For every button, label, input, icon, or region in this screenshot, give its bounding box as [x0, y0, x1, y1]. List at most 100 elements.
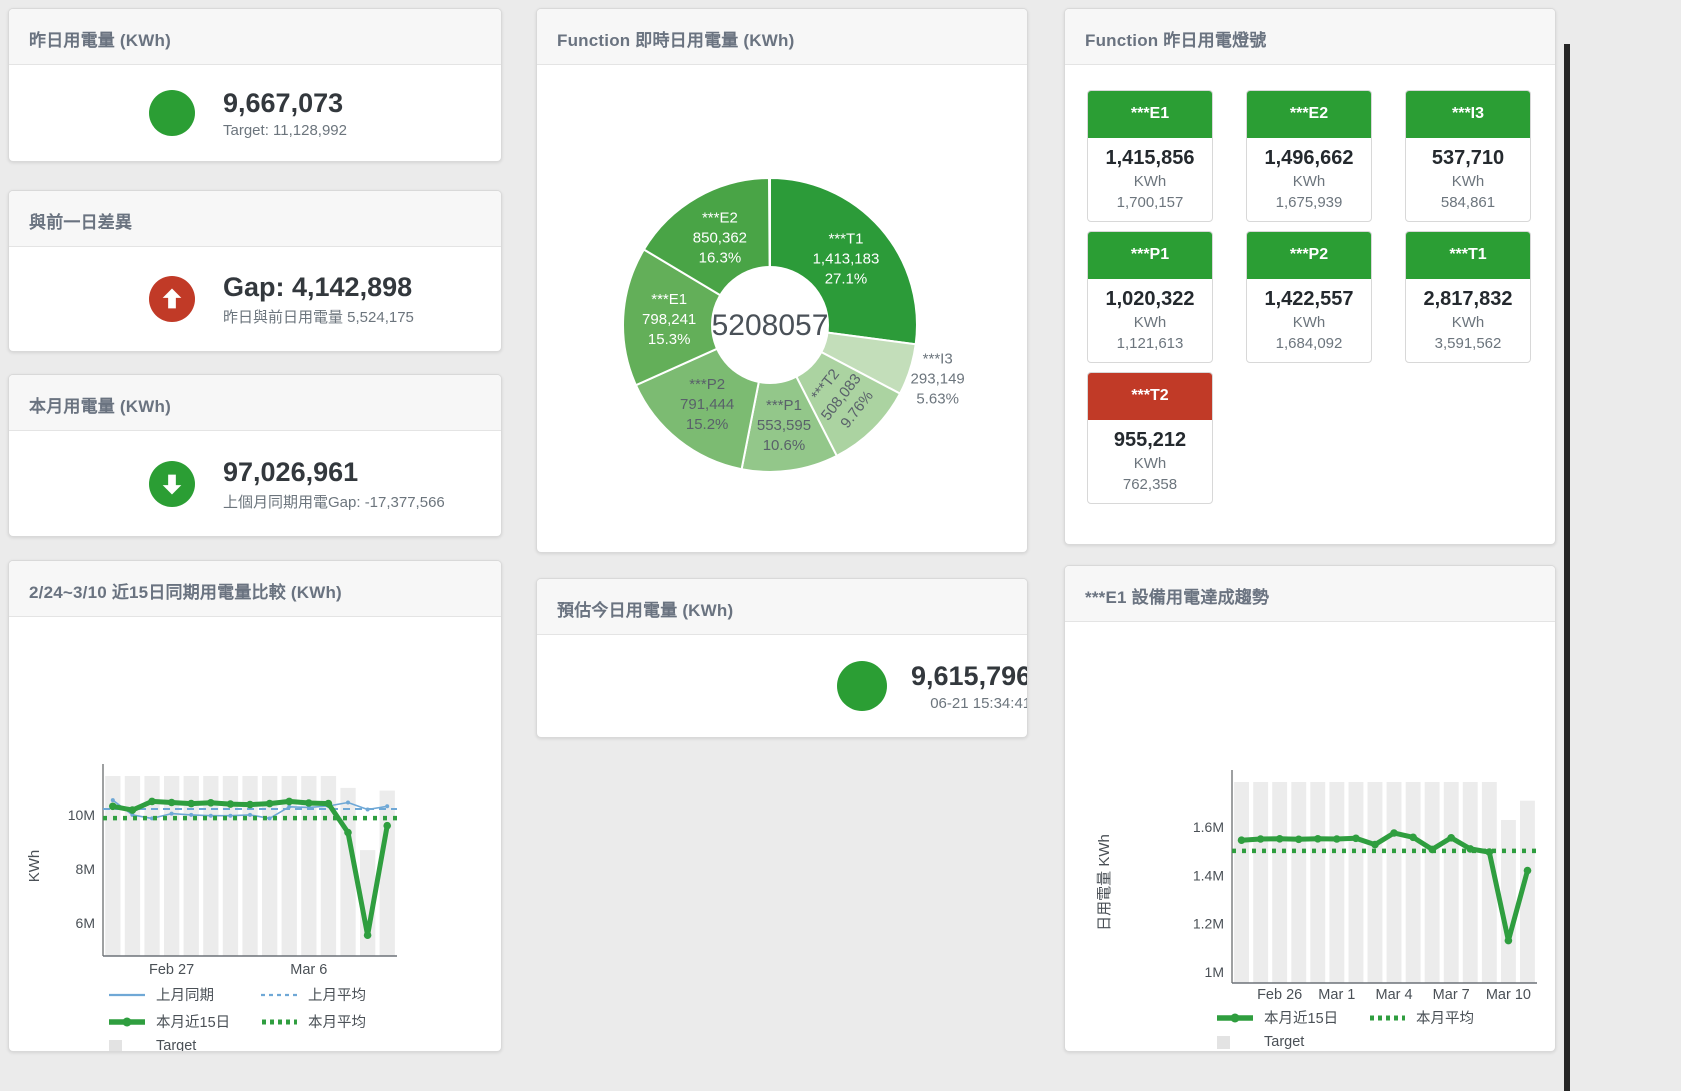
target-bar[interactable]	[1481, 782, 1497, 983]
donut-slice-E1[interactable]	[622, 248, 773, 387]
target-bar[interactable]	[164, 776, 180, 956]
legend-item-Target[interactable]: Target	[107, 1038, 259, 1051]
data-point[interactable]	[1409, 833, 1417, 842]
data-point[interactable]	[1294, 835, 1303, 844]
line-blue-legend-marker-icon	[107, 988, 147, 1002]
legend-item-本月平均[interactable]: 本月平均	[259, 1011, 429, 1032]
target-bar[interactable]	[203, 776, 219, 956]
target-bar[interactable]	[1462, 782, 1478, 983]
data-point[interactable]	[267, 816, 272, 821]
data-point[interactable]	[1237, 836, 1246, 844]
data-point[interactable]	[1275, 835, 1284, 843]
data-point[interactable]	[128, 806, 137, 814]
tile-target-value: 1,700,157	[1116, 194, 1184, 211]
data-point[interactable]	[148, 797, 156, 806]
data-point[interactable]	[385, 804, 390, 809]
data-point[interactable]	[1504, 936, 1513, 945]
target-bar[interactable]	[1386, 782, 1402, 983]
data-point[interactable]	[1390, 829, 1398, 837]
target-bar[interactable]	[320, 776, 337, 956]
compare-line-chart[interactable]: 6M 8M 10M Feb 27 Mar 6 KWh	[9, 617, 501, 979]
target-bar[interactable]	[1424, 782, 1440, 983]
target-bar[interactable]	[1348, 782, 1364, 983]
card-today-estimate: 預估今日用電量 (KWh) 9,615,796 06-21 15:34:41	[536, 578, 1028, 738]
target-bar[interactable]	[1367, 782, 1383, 983]
target-bar[interactable]	[1329, 782, 1345, 983]
target-bar[interactable]	[1310, 782, 1326, 983]
legend-item-本月近15日[interactable]: 本月近15日	[107, 1011, 259, 1032]
tile-status-header: ***I3	[1406, 91, 1530, 138]
page-scrollbar[interactable]	[1564, 44, 1570, 1091]
data-point[interactable]	[265, 799, 274, 808]
target-bar[interactable]	[105, 776, 121, 956]
data-point[interactable]	[207, 799, 215, 807]
tile-target-value: 1,675,939	[1275, 194, 1343, 211]
card-title: 2/24~3/10 近15日同期用電量比較 (KWh)	[9, 561, 501, 617]
legend-item-Target[interactable]: Target	[1215, 1034, 1367, 1050]
target-bar[interactable]	[183, 776, 199, 956]
target-bar[interactable]	[301, 776, 317, 956]
data-point[interactable]	[344, 828, 352, 837]
tile-target-value: 1,684,092	[1275, 335, 1343, 352]
kpi-value: 97,026,961	[223, 456, 359, 487]
data-point[interactable]	[208, 813, 213, 818]
tile-value: 2,817,832	[1423, 288, 1513, 310]
data-point[interactable]	[187, 799, 195, 808]
kpi-timestamp: 06-21 15:34:41	[930, 695, 1028, 712]
data-point[interactable]	[305, 799, 313, 807]
compare-chart-legend: 上月同期 上月平均 本月近15日 本月平均 Target	[107, 984, 501, 1051]
function-usage-donut-chart[interactable]: 5208057 ***T1 1,413,183 27.1% ***I3 293,149 5.…	[537, 65, 1027, 552]
data-point[interactable]	[363, 931, 372, 939]
data-point[interactable]	[1485, 848, 1494, 856]
target-bar[interactable]	[379, 790, 395, 956]
data-point[interactable]	[169, 811, 174, 816]
e1-trend-line-chart[interactable]: 1M 1.2M 1.4M 1.6M Feb 26 Mar 1 Mar 4 Mar 7 Mar 1…	[1065, 622, 1555, 1003]
target-bar[interactable]	[124, 776, 141, 956]
target-bar[interactable]	[1501, 820, 1516, 983]
series-line-本月近15日[interactable]	[1239, 830, 1530, 944]
card-title: 昨日用電量 (KWh)	[9, 9, 501, 65]
target-bar[interactable]	[222, 776, 239, 956]
target-bar[interactable]	[1520, 800, 1535, 983]
target-bar[interactable]	[1253, 782, 1269, 983]
data-point[interactable]	[226, 800, 235, 808]
data-point[interactable]	[1256, 835, 1265, 843]
target-bar[interactable]	[242, 776, 258, 956]
target-bar[interactable]	[1443, 782, 1459, 983]
data-point[interactable]	[287, 804, 292, 809]
target-bar[interactable]	[1291, 782, 1307, 983]
data-point[interactable]	[1314, 835, 1322, 843]
data-point[interactable]	[324, 799, 333, 808]
target-bar[interactable]	[1272, 782, 1288, 983]
data-point[interactable]	[1333, 835, 1341, 843]
data-point[interactable]	[109, 802, 117, 811]
data-point[interactable]	[1352, 834, 1360, 843]
target-bar[interactable]	[262, 776, 278, 956]
data-point[interactable]	[1447, 834, 1455, 842]
data-point[interactable]	[110, 798, 115, 803]
target-bar[interactable]	[281, 776, 297, 956]
target-bar[interactable]	[360, 850, 376, 956]
data-point[interactable]	[285, 797, 294, 806]
data-point[interactable]	[189, 812, 194, 817]
data-point[interactable]	[130, 812, 135, 817]
data-point[interactable]	[246, 800, 254, 809]
card-month-usage: 本月用電量 (KWh) 97,026,961 上個月同期用電Gap: -17,3…	[8, 374, 502, 537]
legend-item-本月近15日[interactable]: 本月近15日	[1215, 1007, 1367, 1028]
data-point[interactable]	[383, 821, 392, 830]
data-point[interactable]	[167, 798, 176, 807]
target-bar[interactable]	[1234, 782, 1249, 983]
data-point[interactable]	[346, 800, 350, 805]
y-tick-label: 6M	[76, 915, 95, 931]
target-bar[interactable]	[1405, 782, 1421, 983]
legend-item-上月同期[interactable]: 上月同期	[107, 984, 259, 1005]
data-point[interactable]	[1523, 866, 1532, 875]
legend-item-上月平均[interactable]: 上月平均	[259, 984, 429, 1005]
data-point[interactable]	[1371, 840, 1379, 849]
target-bar[interactable]	[144, 776, 160, 956]
data-point[interactable]	[228, 813, 233, 818]
data-point[interactable]	[248, 812, 252, 817]
legend-item-本月平均[interactable]: 本月平均	[1367, 1007, 1537, 1028]
